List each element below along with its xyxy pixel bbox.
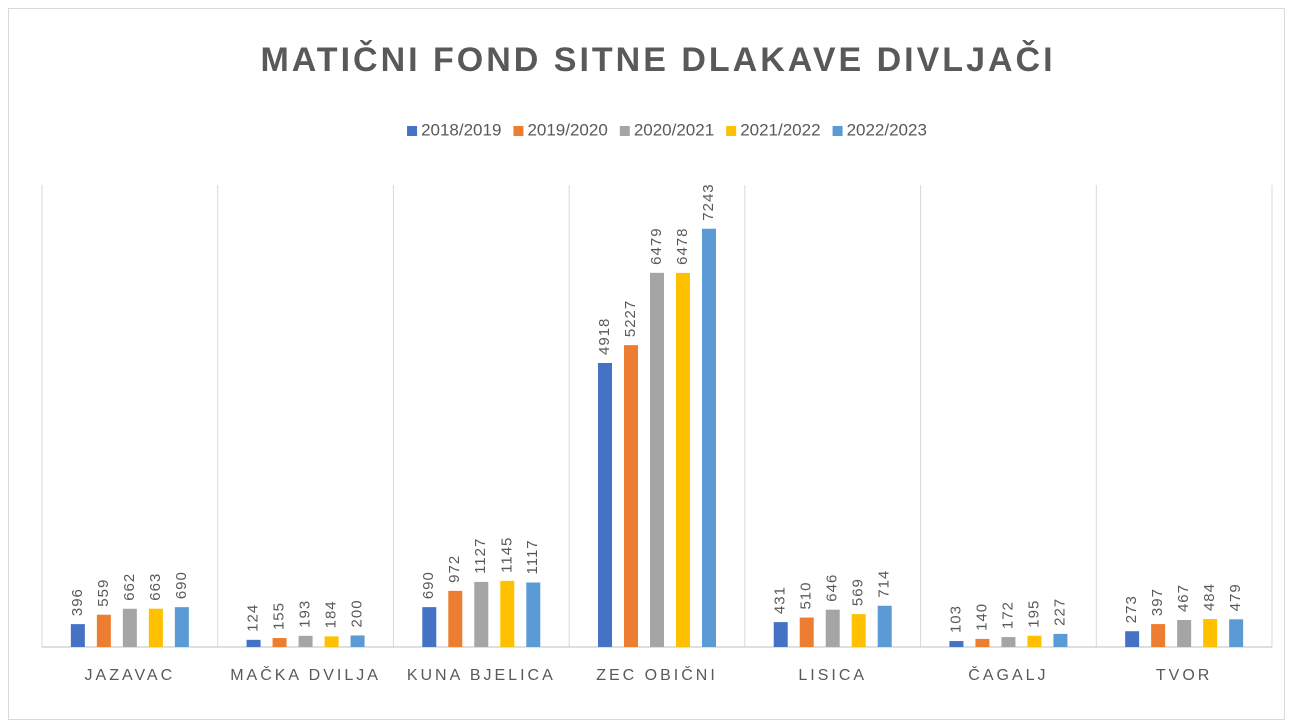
legend-label: 2021/2022 — [740, 120, 820, 139]
bar — [1001, 637, 1016, 647]
bar — [422, 607, 437, 647]
data-label: 172 — [999, 601, 1016, 629]
bar — [350, 635, 365, 647]
chart-border — [8, 8, 1285, 720]
legend-swatch — [407, 126, 418, 136]
data-label: 273 — [1123, 595, 1140, 623]
bar — [702, 228, 716, 648]
bar — [773, 622, 788, 647]
chart-title: MATIČNI FOND SITNE DLAKAVE DIVLJAČI — [260, 40, 1055, 79]
bar — [1053, 633, 1068, 647]
data-label: 193 — [297, 600, 314, 628]
bar — [877, 605, 892, 647]
data-label: 559 — [95, 579, 112, 607]
bar — [474, 581, 489, 647]
x-tick-label: JAZAVAC — [84, 667, 176, 684]
bar — [949, 641, 964, 647]
bar — [272, 638, 287, 647]
data-label: 479 — [1227, 583, 1244, 611]
data-label: 7243 — [700, 183, 717, 220]
bar — [598, 362, 612, 647]
x-tick-label: ZEC OBIČNI — [596, 667, 718, 684]
legend-swatch — [513, 126, 524, 136]
data-label: 663 — [147, 573, 164, 601]
bar — [70, 624, 85, 647]
legend-label: 2018/2019 — [421, 120, 501, 139]
data-label: 6479 — [648, 227, 665, 264]
data-label: 103 — [947, 605, 964, 633]
bar — [1125, 631, 1140, 647]
data-label: 431 — [772, 586, 789, 614]
data-label: 5227 — [622, 300, 639, 337]
data-label: 467 — [1175, 584, 1192, 612]
legend-swatch — [726, 126, 737, 136]
data-label: 397 — [1149, 588, 1166, 616]
x-tick-label: ČAGALJ — [968, 667, 1049, 684]
bar — [96, 614, 111, 647]
bar — [851, 614, 866, 647]
legend-label: 2019/2020 — [527, 120, 607, 139]
bar — [500, 580, 515, 647]
bar — [799, 617, 814, 647]
data-label: 396 — [69, 588, 86, 616]
bar — [448, 590, 463, 647]
data-label: 569 — [850, 578, 867, 606]
bar — [174, 607, 189, 647]
bar — [1203, 619, 1218, 647]
data-label: 195 — [1025, 600, 1042, 628]
data-label: 4918 — [596, 318, 613, 355]
data-label: 690 — [173, 571, 190, 599]
bar — [122, 608, 137, 647]
bar — [324, 636, 339, 647]
data-label: 155 — [271, 602, 288, 630]
x-tick-label: TVOR — [1155, 667, 1213, 684]
data-label: 1117 — [524, 539, 541, 574]
data-label: 6478 — [674, 228, 691, 265]
bar — [526, 582, 541, 647]
data-label: 184 — [323, 600, 340, 628]
legend-swatch — [619, 126, 630, 136]
x-tick-label: LISICA — [798, 667, 868, 684]
data-label: 1145 — [498, 537, 515, 573]
data-label: 646 — [824, 574, 841, 602]
bar — [1229, 619, 1244, 647]
data-label: 510 — [798, 582, 815, 610]
bar — [1151, 624, 1166, 647]
x-tick-label: MAČKA DVILJA — [230, 667, 381, 684]
data-label: 484 — [1201, 583, 1218, 611]
data-label: 124 — [245, 604, 262, 632]
bar — [825, 609, 840, 647]
bar — [148, 608, 163, 647]
bar — [624, 345, 638, 647]
legend-label: 2022/2023 — [847, 120, 927, 139]
bar — [975, 638, 990, 647]
x-tick-label: KUNA BJELICA — [406, 667, 556, 684]
bar — [246, 639, 261, 647]
data-label: 972 — [446, 555, 463, 583]
data-label: 1127 — [472, 538, 489, 574]
bar — [676, 272, 690, 647]
legend-swatch — [832, 126, 843, 136]
legend-label: 2020/2021 — [634, 120, 714, 139]
data-label: 140 — [973, 603, 990, 631]
data-label: 200 — [349, 599, 366, 627]
data-label: 690 — [420, 571, 437, 599]
data-label: 662 — [121, 573, 138, 601]
bar — [1177, 620, 1192, 647]
bar — [1027, 635, 1042, 647]
bar — [298, 635, 313, 647]
data-label: 714 — [876, 570, 893, 598]
data-label: 227 — [1051, 598, 1068, 626]
bar — [650, 272, 664, 647]
